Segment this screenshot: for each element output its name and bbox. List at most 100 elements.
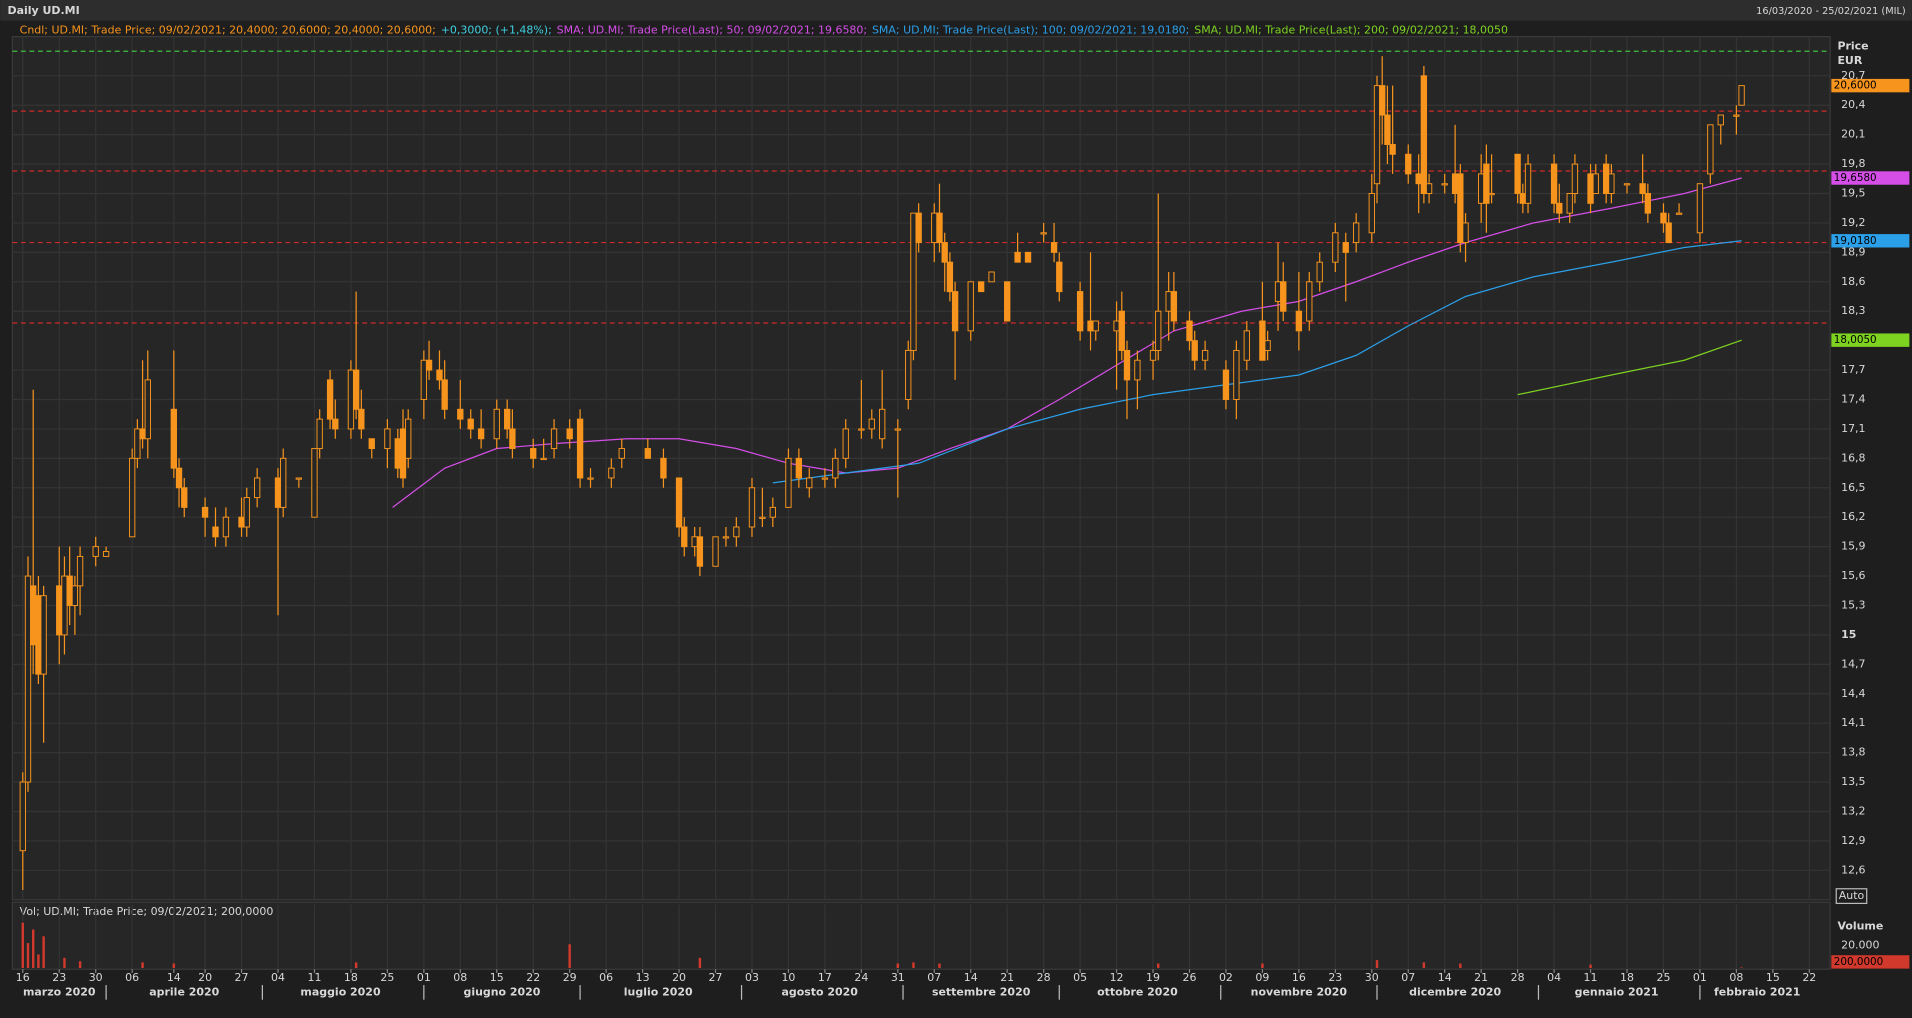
- candle-body: [1332, 232, 1339, 263]
- legend-item: Cndl; UD.MI; Trade Price; 09/02/2021; 20…: [20, 23, 436, 36]
- x-tick-label: 27: [709, 971, 723, 984]
- x-tick-label: 20: [672, 971, 686, 984]
- month-label: maggio 2020: [300, 985, 381, 998]
- x-tick-label: 28: [1511, 971, 1525, 984]
- volume-bar: [1157, 963, 1160, 969]
- y-tick-label: 17,4: [1841, 392, 1865, 405]
- candle-body: [1306, 281, 1313, 322]
- x-tick-label: 10: [781, 971, 795, 984]
- candle-body: [905, 349, 912, 400]
- month-label: ottobre 2020: [1097, 985, 1178, 998]
- y-tick-label: 16,8: [1841, 451, 1865, 464]
- candle-body: [76, 555, 84, 587]
- y-tick-label: 13,2: [1841, 804, 1865, 817]
- candle-body: [618, 448, 625, 459]
- month-label: febbraio 2021: [1714, 985, 1800, 998]
- x-tick-label: 07: [927, 971, 941, 984]
- month-label: aprile 2020: [149, 985, 219, 998]
- candle-body: [576, 418, 584, 479]
- candle-body: [347, 369, 355, 430]
- candle-body: [722, 536, 730, 539]
- candle-body: [35, 595, 42, 675]
- candle-body: [358, 408, 365, 430]
- x-tick-label: 05: [1073, 971, 1087, 984]
- last-value-label: 18,0050: [1834, 334, 1877, 346]
- auto-button[interactable]: [1835, 888, 1868, 905]
- x-tick-label: 23: [52, 971, 66, 984]
- candle-body: [832, 457, 839, 479]
- y-tick-label: 19,5: [1841, 187, 1865, 200]
- candle-body: [61, 575, 68, 636]
- candle-body: [181, 487, 188, 508]
- x-tick-label: 30: [89, 971, 103, 984]
- volume-bar: [63, 957, 66, 969]
- month-label: luglio 2020: [624, 985, 693, 998]
- candle-body: [1420, 75, 1428, 195]
- auto-label[interactable]: Auto: [1839, 889, 1865, 902]
- candle-body: [733, 526, 740, 538]
- candle-body: [128, 457, 136, 538]
- x-tick-label: 21: [1474, 971, 1488, 984]
- candle-body: [1024, 251, 1032, 263]
- volume-bar: [31, 929, 35, 969]
- volume-bar: [938, 963, 941, 969]
- candle-body: [1233, 349, 1240, 400]
- candle-body: [1170, 291, 1178, 322]
- candle-body: [1556, 202, 1563, 214]
- x-tick-label: 04: [271, 971, 285, 984]
- candle-body: [509, 428, 516, 450]
- candle-body: [1696, 183, 1704, 234]
- candle-body: [1587, 173, 1594, 204]
- candle-body: [420, 359, 428, 400]
- candle-body: [1415, 173, 1422, 185]
- candle-body: [1623, 183, 1631, 186]
- volume-bar: [141, 962, 144, 969]
- x-tick-label: 16: [16, 971, 30, 984]
- sma-line: [392, 177, 1742, 508]
- candle-body: [858, 428, 865, 431]
- candle-body: [712, 536, 719, 567]
- candle-body: [477, 428, 485, 440]
- y-tick-label: 20,7: [1841, 69, 1865, 82]
- last-value-label: 19,6580: [1834, 172, 1877, 184]
- candle-body: [748, 487, 756, 528]
- candle-body: [821, 477, 829, 480]
- candle-body: [175, 467, 183, 489]
- candle-body: [795, 457, 803, 479]
- month-label: gennaio 2021: [1575, 985, 1659, 998]
- candle-body: [1222, 369, 1230, 400]
- volume-tick-label: 20.000: [1841, 938, 1879, 951]
- candle-body: [941, 242, 948, 263]
- month-label: novembre 2020: [1251, 985, 1348, 998]
- candle-body: [868, 418, 875, 430]
- x-tick-label: 22: [1802, 971, 1816, 984]
- volume-area: [11, 901, 1831, 970]
- month-label: settembre 2020: [932, 985, 1031, 998]
- candle-body: [1056, 261, 1063, 293]
- y-tick-label: 15,6: [1841, 569, 1865, 582]
- last-value-label: 19,0180: [1834, 235, 1877, 247]
- y-tick-label: 16,2: [1841, 510, 1865, 523]
- candle-body: [316, 418, 323, 450]
- candle-body: [384, 428, 391, 450]
- header-title: Daily UD.MI: [7, 4, 79, 17]
- x-tick-label: 18: [1620, 971, 1634, 984]
- volume-bar: [698, 957, 702, 969]
- candle-body: [1644, 193, 1652, 214]
- candle-body: [170, 408, 178, 469]
- candle-body: [1092, 320, 1099, 332]
- candle-body: [1519, 193, 1527, 204]
- candle-body: [1483, 163, 1490, 204]
- candle-body: [326, 379, 334, 420]
- candle-body: [1462, 222, 1469, 244]
- volume-title: Volume: [1837, 920, 1883, 933]
- y-axis-title: Price: [1837, 39, 1868, 52]
- candle-body: [1733, 114, 1740, 117]
- candle-body: [1639, 183, 1646, 195]
- candle-body: [550, 428, 558, 450]
- candle-body: [467, 418, 474, 430]
- volume-bar: [1740, 967, 1743, 969]
- candle-body: [1717, 114, 1724, 126]
- candle-body: [425, 359, 433, 371]
- volume-bar: [912, 962, 915, 969]
